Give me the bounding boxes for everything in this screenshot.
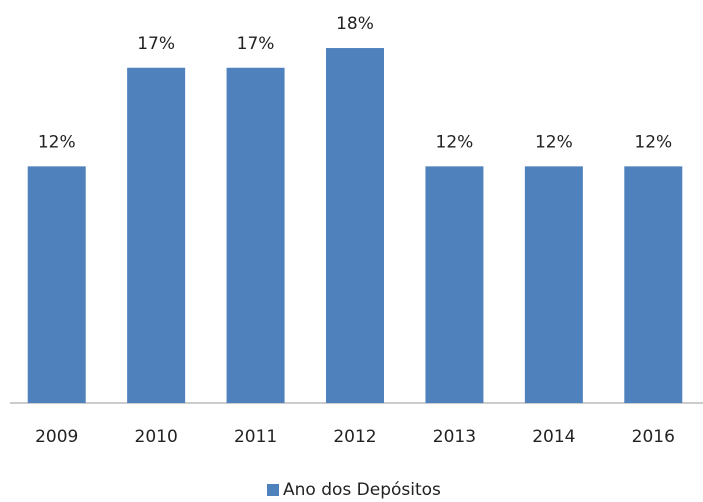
- data-label: 12%: [634, 132, 672, 152]
- bar: [27, 166, 86, 403]
- legend-label: Ano dos Depósitos: [283, 480, 441, 500]
- bar: [524, 166, 583, 403]
- x-tick-label: 2016: [632, 427, 675, 447]
- bar: [624, 166, 683, 403]
- x-tick-label: 2011: [234, 427, 277, 447]
- x-tick-label: 2013: [433, 427, 476, 447]
- data-label: 12%: [38, 132, 76, 152]
- x-tick-label: 2009: [35, 427, 78, 447]
- bar: [226, 67, 285, 403]
- bar: [127, 67, 186, 403]
- data-label: 18%: [336, 14, 374, 34]
- data-label: 17%: [237, 34, 275, 54]
- x-tick-label: 2012: [333, 427, 376, 447]
- data-label: 12%: [535, 132, 573, 152]
- x-tick-label: 2014: [532, 427, 575, 447]
- data-label: 12%: [436, 132, 474, 152]
- data-label: 17%: [137, 34, 175, 54]
- x-tick-label: 2010: [135, 427, 178, 447]
- bar: [326, 48, 384, 403]
- legend-swatch: [267, 484, 279, 496]
- bar: [425, 166, 484, 403]
